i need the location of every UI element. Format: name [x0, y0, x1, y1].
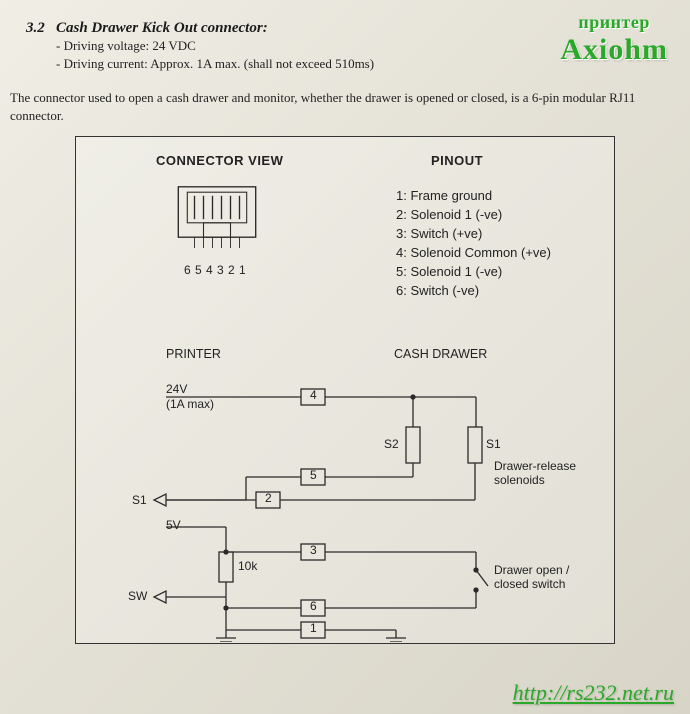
pin-num-1: 1 [239, 263, 246, 277]
pin-num-3: 3 [217, 263, 224, 277]
diagram-container: CONNECTOR VIEW PINOUT 6 5 4 3 2 1 [75, 136, 615, 644]
pinout-list: 1: Frame ground 2: Solenoid 1 (-ve) 3: S… [396, 187, 551, 300]
section-number: 3.2 [26, 20, 45, 36]
pinout-5: 5: Solenoid 1 (-ve) [396, 263, 551, 282]
heading-connector-view: CONNECTOR VIEW [156, 153, 283, 168]
source-url-link[interactable]: http://rs232.net.ru [513, 680, 674, 706]
lbl-solenoids-1: Drawer-release [494, 459, 576, 473]
lbl-s2: S2 [384, 437, 399, 451]
pinout-6: 6: Switch (-ve) [396, 282, 551, 301]
lbl-10k: 10k [238, 559, 257, 573]
lbl-switch-1: Drawer open / [494, 563, 569, 577]
lbl-s1: S1 [132, 493, 147, 507]
lbl-24v: 24V [166, 382, 187, 396]
lbl-sw: SW [128, 589, 147, 603]
pinbox-1: 1 [310, 621, 317, 635]
lbl-s1r: S1 [486, 437, 501, 451]
pin-num-2: 2 [228, 263, 235, 277]
heading-pinout: PINOUT [431, 153, 483, 168]
pinbox-3: 3 [310, 543, 317, 557]
pinout-1: 1: Frame ground [396, 187, 551, 206]
section-heading: Cash Drawer Kick Out connector: [56, 20, 268, 36]
pinbox-2: 2 [265, 491, 272, 505]
pinout-4: 4: Solenoid Common (+ve) [396, 244, 551, 263]
pinout-3: 3: Switch (+ve) [396, 225, 551, 244]
page-root: принтер Axiohm 3.2 Cash Drawer Kick Out … [0, 0, 690, 714]
rj11-connector-icon [172, 185, 262, 257]
lbl-solenoids-2: solenoids [494, 473, 545, 487]
watermark-block: принтер Axiohm [560, 12, 668, 67]
pin-num-5: 5 [195, 263, 202, 277]
pin-num-6: 6 [184, 263, 191, 277]
pinbox-4: 4 [310, 388, 317, 402]
lbl-1a: (1A max) [166, 397, 214, 411]
schematic-svg [76, 382, 616, 642]
pinout-2: 2: Solenoid 1 (-ve) [396, 206, 551, 225]
pinbox-5: 5 [310, 468, 317, 482]
lbl-switch-2: closed switch [494, 577, 565, 591]
pin-num-4: 4 [206, 263, 213, 277]
watermark-line2: Axiohm [560, 33, 668, 67]
pinbox-6: 6 [310, 599, 317, 613]
body-paragraph: The connector used to open a cash drawer… [0, 79, 690, 130]
col-drawer: CASH DRAWER [394, 347, 487, 361]
lbl-5v: 5V [166, 518, 181, 532]
col-printer: PRINTER [166, 347, 221, 361]
watermark-line1: принтер [560, 12, 668, 33]
